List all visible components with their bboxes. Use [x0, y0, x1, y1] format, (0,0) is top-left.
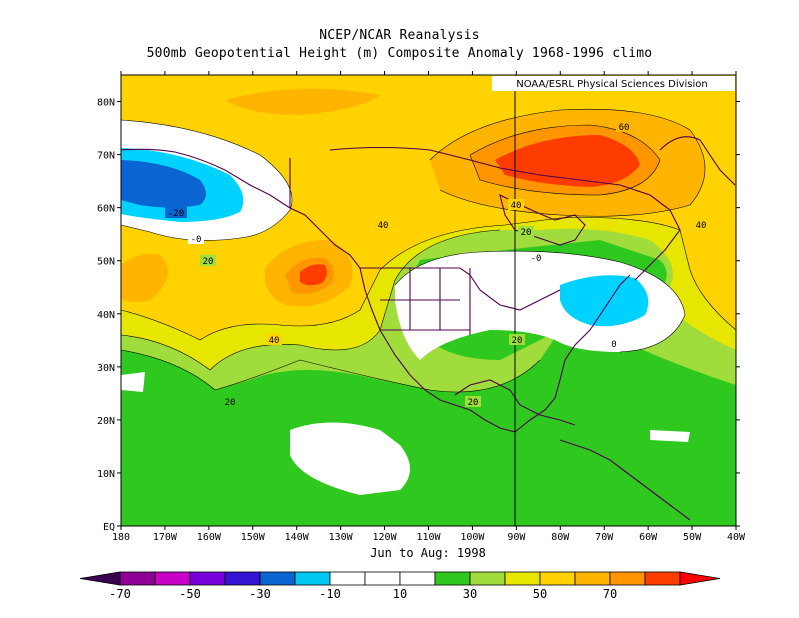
colorbar-segment [609, 571, 646, 586]
lon-label: 130W [329, 532, 354, 543]
colorbar-segment [539, 571, 576, 586]
period-label: Jun to Aug: 1998 [370, 546, 486, 560]
lon-label: 40W [727, 532, 746, 543]
lon-label: 160W [197, 532, 222, 543]
lon-label: 180 [112, 532, 130, 543]
lat-label: 40N [97, 310, 115, 321]
colorbar-label: -30 [249, 587, 271, 601]
contour-label: -20 [168, 209, 184, 219]
field-positive-70-pacific [300, 264, 327, 286]
lat-label: 60N [97, 204, 115, 215]
colorbar-label: 10 [393, 587, 407, 601]
lat-label: 50N [97, 257, 115, 268]
colorbar-label: -50 [179, 587, 201, 601]
colorbar-segment [364, 571, 401, 586]
lon-label: 150W [241, 532, 266, 543]
colorbar-segment [224, 571, 261, 586]
contour-label: 40 [269, 336, 280, 346]
field-positive-50-60-west [121, 253, 168, 303]
field-positive-50-60-arctic [225, 88, 380, 115]
lat-label: 20N [97, 416, 115, 427]
lat-label: 70N [97, 151, 115, 162]
colorbar-segment [259, 571, 296, 586]
colorbar-segment [294, 571, 331, 586]
lon-label: 110W [416, 532, 441, 543]
colorbar-arrow-high [679, 571, 721, 586]
credit-text: NOAA/ESRL Physical Sciences Division [516, 79, 708, 90]
lat-label: 80N [97, 98, 115, 109]
contour-label: 20 [225, 398, 236, 408]
colorbar-label: -70 [109, 587, 131, 601]
lat-label: 30N [97, 363, 115, 374]
contour-label: 40 [696, 221, 707, 231]
colorbar-segment [154, 571, 191, 586]
longitude-axis: 180 170W 160W 150W 140W 130W 120W 110W 100W 90W 80… [112, 71, 746, 543]
colorbar-segment [434, 571, 471, 586]
contour-label: 20 [512, 336, 523, 346]
contour-label: 0 [611, 340, 616, 350]
lat-label: 10N [97, 469, 115, 480]
lon-label: 90W [507, 532, 526, 543]
lon-label: 50W [683, 532, 702, 543]
contour-label: 20 [203, 257, 214, 267]
credit-box [492, 76, 735, 91]
colorbar-segment [399, 571, 436, 586]
contour-label: -0 [191, 235, 202, 245]
lon-label: 120W [373, 532, 398, 543]
contour-label: 20 [468, 398, 479, 408]
colorbar-label: -10 [319, 587, 341, 601]
colorbar-segment [119, 571, 156, 586]
colorbar: -70 -50 -30 -10 10 30 50 70 [79, 571, 721, 601]
colorbar-segment [329, 571, 366, 586]
lon-label: 100W [460, 532, 485, 543]
colorbar-segment [469, 571, 506, 586]
chart-title: NCEP/NCAR Reanalysis [319, 28, 480, 43]
field-near-zero-pacific [290, 422, 410, 495]
lon-label: 140W [285, 532, 310, 543]
lon-label: 70W [595, 532, 614, 543]
field-negative-10-20-atlantic [560, 275, 649, 327]
contour-label: 60 [619, 123, 630, 133]
colorbar-segment [504, 571, 541, 586]
contour-label: -0 [531, 254, 542, 264]
colorbar-label: 30 [463, 587, 477, 601]
coastlines [121, 136, 736, 521]
lat-label: EQ [103, 522, 115, 533]
colorbar-segment [644, 571, 681, 586]
field-near-zero [121, 372, 145, 392]
colorbar-label: 70 [603, 587, 617, 601]
field-near-zero-atlantic [650, 430, 690, 442]
colorbar-arrow-low [79, 571, 121, 586]
chart-subtitle: 500mb Geopotential Height (m) Composite … [146, 46, 653, 61]
colorbar-segment [189, 571, 226, 586]
contour-label: 40 [511, 201, 522, 211]
colorbar-segment [574, 571, 611, 586]
contour-label: 20 [521, 228, 532, 238]
contour-labels: 60 -20 -0 40 40 40 20 20 -0 40 0 20 20 2… [165, 121, 709, 408]
lon-label: 80W [551, 532, 570, 543]
contour-label: 40 [378, 221, 389, 231]
lon-label: 60W [639, 532, 658, 543]
lon-label: 170W [153, 532, 178, 543]
colorbar-label: 50 [533, 587, 547, 601]
latitude-axis: 80N 70N 60N 50N 40N 30N 20N 10N EQ [97, 98, 740, 533]
field-negative-20-30-alaska [121, 160, 206, 208]
